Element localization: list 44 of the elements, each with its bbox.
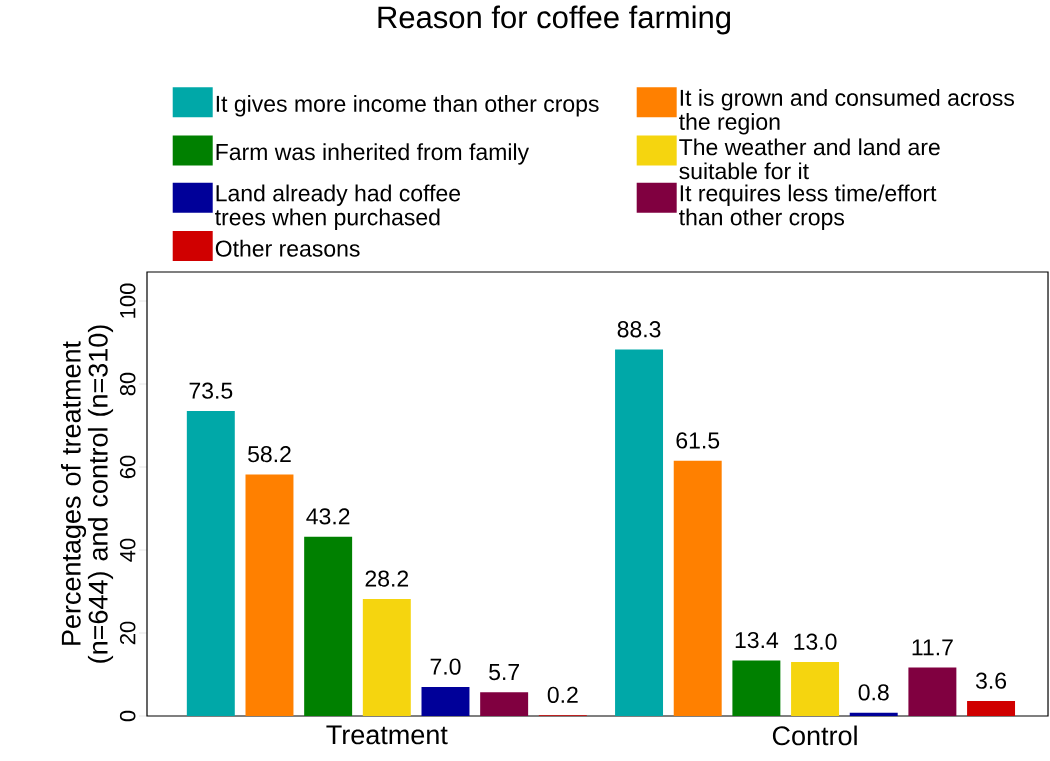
bar [421,686,470,716]
bar [362,598,411,716]
data-label: 73.5 [189,382,233,399]
data-label: 43.2 [306,508,350,525]
bar [908,667,957,716]
bar [967,701,1016,716]
x-tick-label: Treatment [326,725,448,745]
data-label: 61.5 [676,432,720,449]
legend-label: It gives more income than other crops [216,95,599,117]
bar [673,460,722,716]
legend-label: It is grown and consumed across the region [679,89,1015,135]
bar [480,692,529,716]
y-tick-label: 80 [119,372,136,396]
data-label: 0.8 [858,684,889,701]
chart-title: Reason for coffee farming [378,5,731,35]
legend-label: Land already had coffee trees when purchased [215,184,461,230]
data-label: 28.2 [365,570,409,587]
data-label: 0.2 [547,686,578,703]
bar [732,660,781,716]
y-tick-label: 100 [119,283,136,318]
bar [186,411,235,716]
y-tick-label: 20 [119,621,136,645]
legend-label: Farm was inherited from family [216,143,530,165]
legend-label: It requires less time/effort than other crops [679,184,937,230]
legend-label: Other reasons [215,239,360,257]
x-tick-label: Control [772,725,857,746]
y-tick-label: 60 [119,455,136,479]
data-label: 13.4 [735,631,779,649]
legend-label: The weather and land are suitable for it [679,138,940,180]
bar [791,662,840,716]
data-label: 3.6 [975,672,1007,689]
y-tick-label: 0 [119,710,136,722]
y-axis-title: Percentages of treatment (n=644) and control (n=310) [60,325,114,663]
data-label: 7.0 [430,658,461,675]
bar [615,349,664,716]
data-label: 5.7 [489,664,519,681]
data-label: 11.7 [912,639,953,656]
bar [304,536,353,716]
bar [849,712,898,716]
data-label: 13.0 [794,633,837,650]
data-label: 88.3 [617,321,661,338]
y-tick-label: 40 [119,538,136,562]
data-label: 58.2 [248,446,291,463]
bar [245,474,294,716]
